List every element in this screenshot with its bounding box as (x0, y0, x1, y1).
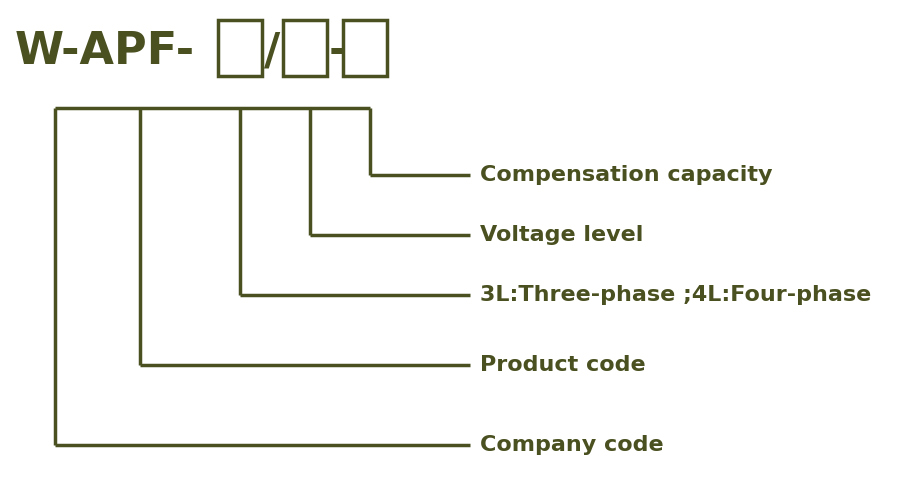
Text: Voltage level: Voltage level (480, 225, 642, 245)
Text: -: - (329, 30, 347, 74)
Bar (283, 20, 326, 76)
Text: Product code: Product code (480, 355, 645, 375)
Text: Company code: Company code (480, 435, 663, 455)
Text: 3L:Three-phase ;4L:Four-phase: 3L:Three-phase ;4L:Four-phase (480, 285, 870, 305)
Text: /: / (264, 30, 280, 74)
Bar (218, 20, 262, 76)
Text: W-APF-: W-APF- (15, 30, 195, 74)
Bar (343, 20, 387, 76)
Text: Compensation capacity: Compensation capacity (480, 165, 772, 185)
